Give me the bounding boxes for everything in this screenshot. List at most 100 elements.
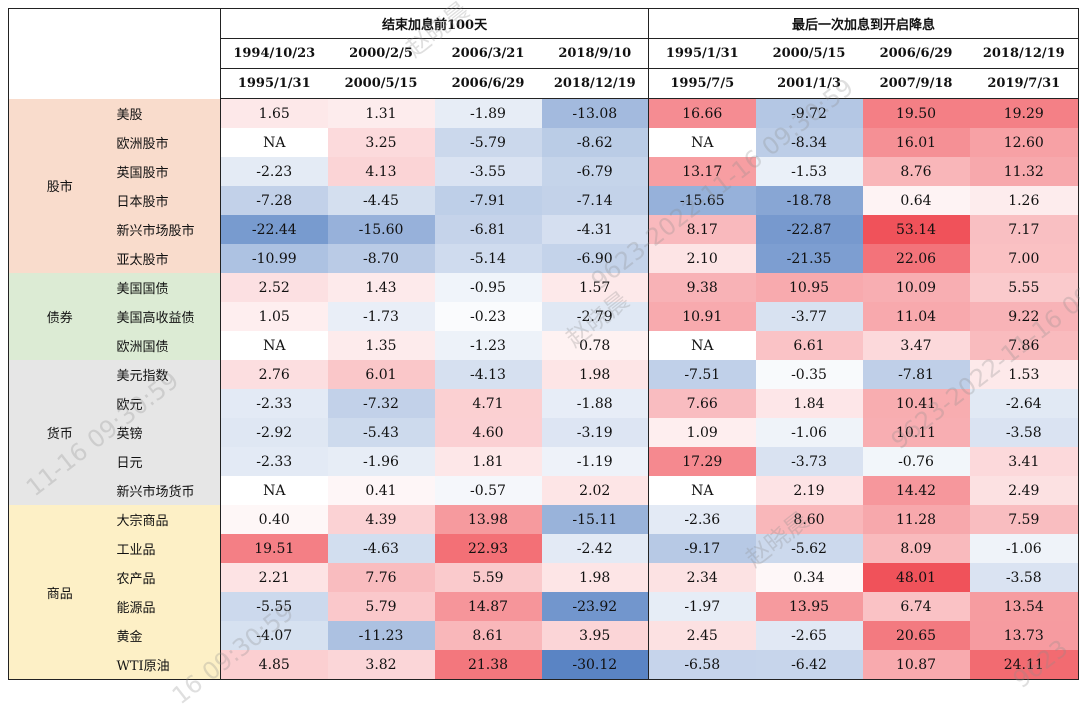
table-row: 欧元 -2.33 -7.32 4.71 -1.88 7.66 1.84 10.41 -2.64: [9, 389, 1080, 418]
value-cell: 0.78: [541, 331, 650, 360]
value-cell: -2.33: [220, 389, 328, 418]
value-cell: -7.28: [220, 186, 328, 215]
value-cell: 10.41: [862, 389, 970, 418]
value-cell: -8.62: [541, 128, 650, 157]
table-row: 新兴市场股市 -22.44 -15.60 -6.81 -4.31 8.17 -22.87 53…: [9, 215, 1080, 244]
value-cell: 0.41: [327, 476, 435, 505]
table-row: 日本股市 -7.28 -4.45 -7.91 -7.14 -15.65 -18.78 0.64…: [9, 186, 1080, 215]
value-cell: -0.35: [755, 360, 863, 389]
value-cell: -0.76: [862, 447, 970, 476]
value-cell: -10.99: [220, 244, 328, 273]
table-row: 债券 美国国债 2.52 1.43 -0.95 1.57 9.38 10.95 10.09 5.5…: [8, 273, 1080, 360]
value-cell: 10.11: [862, 418, 970, 447]
asset-label: 美国国债: [110, 273, 221, 302]
asset-label: 亚太股市: [110, 244, 221, 273]
asset-label: 新兴市场货币: [110, 476, 221, 505]
value-cell: -7.14: [541, 186, 650, 215]
start-date-cell: 1994/10/23: [220, 38, 328, 69]
asset-label: 能源品: [110, 592, 221, 621]
value-cell: -1.88: [541, 389, 650, 418]
value-cell: 1.09: [648, 418, 756, 447]
value-cell: -3.73: [755, 447, 863, 476]
asset-label: 农产品: [110, 563, 221, 592]
value-cell: -5.79: [434, 128, 542, 157]
value-cell: 7.86: [969, 331, 1080, 360]
asset-label: 欧洲股市: [110, 128, 221, 157]
value-cell: 3.25: [327, 128, 435, 157]
value-cell: -2.79: [541, 302, 650, 331]
value-cell: -6.81: [434, 215, 542, 244]
asset-label: 工业品: [110, 534, 221, 563]
value-cell: 10.09: [862, 273, 970, 302]
value-cell: -0.57: [434, 476, 542, 505]
value-cell: -8.34: [755, 128, 863, 157]
table-row: 股市 美股 1.65 1.31 -1.89 -13.08 16.66 -9.72 19.50 19…: [8, 98, 1080, 273]
value-cell: -7.32: [327, 389, 435, 418]
end-date-cell: 1995/7/5: [648, 68, 756, 99]
value-cell: NA: [220, 476, 328, 505]
value-cell: 17.29: [648, 447, 756, 476]
value-cell: 11.32: [969, 157, 1080, 186]
value-cell: 1.26: [969, 186, 1080, 215]
value-cell: 13.17: [648, 157, 756, 186]
value-cell: -1.06: [755, 418, 863, 447]
value-cell: 3.95: [541, 621, 650, 650]
value-cell: 1.57: [541, 273, 650, 302]
value-cell: -30.12: [541, 650, 650, 680]
value-cell: -3.19: [541, 418, 650, 447]
value-cell: -4.07: [220, 621, 328, 650]
start-date-cell: 2018/12/19: [969, 38, 1080, 69]
value-cell: 9.22: [969, 302, 1080, 331]
value-cell: -23.92: [541, 592, 650, 621]
value-cell: 12.60: [969, 128, 1080, 157]
value-cell: NA: [648, 128, 756, 157]
value-cell: 1.98: [541, 360, 650, 389]
asset-label: 欧元: [110, 389, 221, 418]
value-cell: -0.23: [434, 302, 542, 331]
value-cell: -3.58: [969, 418, 1080, 447]
asset-label: 日元: [110, 447, 221, 476]
value-cell: 4.39: [327, 505, 435, 534]
end-date-cell: 2019/7/31: [969, 68, 1080, 99]
value-cell: 13.98: [434, 505, 542, 534]
value-cell: 20.65: [862, 621, 970, 650]
value-cell: 2.76: [220, 360, 328, 389]
value-cell: -15.65: [648, 186, 756, 215]
end-date-cell: 2001/1/3: [755, 68, 863, 99]
value-cell: 5.79: [327, 592, 435, 621]
value-cell: 13.95: [755, 592, 863, 621]
page: 结束加息前100天 最后一次加息到开启降息 1994/10/23 2000/2/5…: [8, 0, 1080, 710]
value-cell: 4.60: [434, 418, 542, 447]
start-date-cell: 2006/3/21: [434, 38, 542, 69]
asset-label: 大宗商品: [110, 505, 221, 534]
value-cell: 7.76: [327, 563, 435, 592]
value-cell: 19.50: [862, 98, 970, 128]
value-cell: -2.92: [220, 418, 328, 447]
value-cell: 16.66: [648, 98, 756, 128]
value-cell: NA: [648, 331, 756, 360]
table-row: WTI原油 4.85 3.82 21.38 -30.12 -6.58 -6.42 10.87 2…: [9, 650, 1080, 680]
value-cell: 2.02: [541, 476, 650, 505]
value-cell: 1.53: [969, 360, 1080, 389]
value-cell: 1.43: [327, 273, 435, 302]
asset-label: 欧洲国债: [110, 331, 221, 360]
value-cell: -2.36: [648, 505, 756, 534]
asset-label: 黄金: [110, 621, 221, 650]
category-label: 商品: [8, 505, 111, 680]
end-date-cell: 2000/5/15: [327, 68, 435, 99]
value-cell: 3.82: [327, 650, 435, 680]
value-cell: -2.42: [541, 534, 650, 563]
value-cell: 7.66: [648, 389, 756, 418]
table-row: 美国高收益债 1.05 -1.73 -0.23 -2.79 10.91 -3.77 11.04…: [9, 302, 1080, 331]
value-cell: -6.90: [541, 244, 650, 273]
start-date-cell: 2018/9/10: [541, 38, 650, 69]
value-cell: -1.23: [434, 331, 542, 360]
value-cell: -1.06: [969, 534, 1080, 563]
value-cell: 14.42: [862, 476, 970, 505]
value-cell: -5.62: [755, 534, 863, 563]
value-cell: -1.89: [434, 98, 542, 128]
category-label: 债券: [8, 273, 111, 360]
asset-label: 日本股市: [110, 186, 221, 215]
table-row: 黄金 -4.07 -11.23 8.61 3.95 2.45 -2.65 20.65 13.73: [9, 621, 1080, 650]
value-cell: -15.11: [541, 505, 650, 534]
